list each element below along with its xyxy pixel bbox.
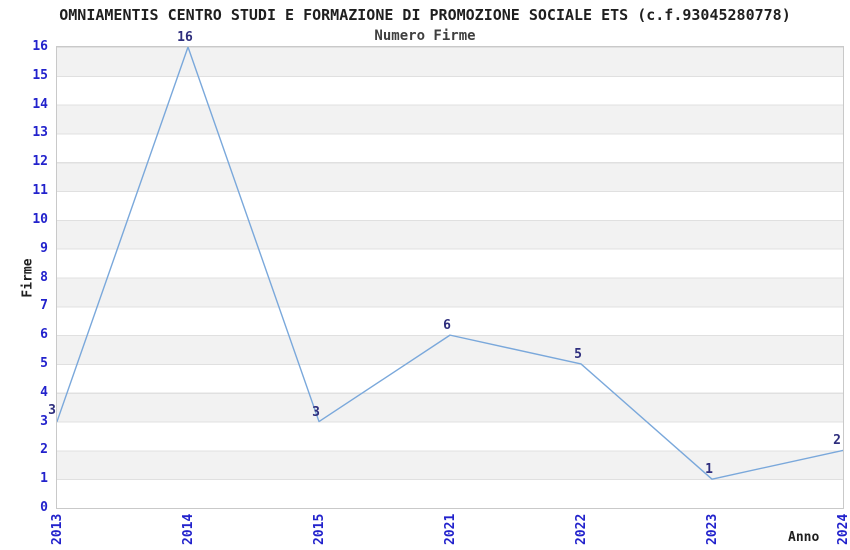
- x-tick-label: 2013: [50, 513, 65, 545]
- y-tick-label: 5: [40, 355, 48, 371]
- data-point-label: 16: [177, 30, 193, 45]
- y-tick-label: 11: [32, 183, 48, 199]
- data-point-label: 6: [443, 318, 451, 334]
- y-tick-label: 13: [32, 125, 48, 141]
- chart-subtitle: Numero Firme: [374, 28, 476, 44]
- y-tick-label: 8: [40, 269, 48, 285]
- data-point-label: 1: [705, 462, 713, 478]
- x-tick-label: 2015: [312, 513, 327, 545]
- y-tick-label: 16: [32, 39, 48, 54]
- y-tick-label: 14: [32, 96, 48, 112]
- line-series: [57, 47, 843, 480]
- x-tick-label: 2021: [443, 513, 458, 545]
- y-tick-label: 15: [32, 67, 48, 83]
- y-tick-label: 12: [32, 154, 48, 170]
- data-point-label: 5: [574, 346, 582, 362]
- data-point-label: 3: [48, 402, 56, 418]
- y-tick-label: 0: [40, 500, 48, 515]
- x-tick-label: 2014: [181, 513, 196, 545]
- chart-title: OMNIAMENTIS CENTRO STUDI E FORMAZIONE DI…: [59, 6, 791, 24]
- y-tick-label: 6: [40, 327, 48, 343]
- x-tick-label: 2022: [574, 513, 589, 545]
- y-tick-label: 3: [40, 413, 48, 429]
- y-tick-label: 4: [40, 384, 48, 400]
- data-point-label: 2: [833, 433, 841, 449]
- plot-area: [56, 46, 844, 509]
- y-tick-label: 10: [32, 211, 48, 227]
- x-tick-label: 2024: [836, 513, 850, 545]
- data-point-label: 3: [312, 404, 320, 420]
- y-tick-label: 1: [40, 471, 48, 487]
- y-tick-label: 2: [40, 442, 48, 458]
- line-series-path: [57, 47, 843, 480]
- y-tick-label: 9: [40, 240, 48, 256]
- x-tick-label: 2023: [705, 513, 720, 545]
- y-tick-label: 7: [40, 298, 48, 314]
- x-axis-label: Anno: [788, 530, 820, 545]
